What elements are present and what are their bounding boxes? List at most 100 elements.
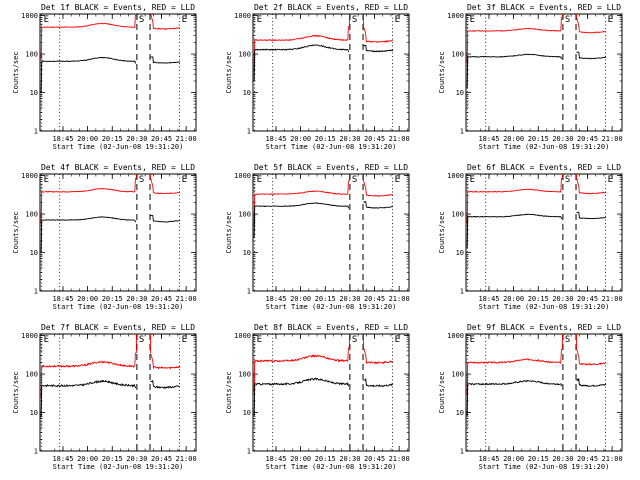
y-tick-label: 1000 bbox=[21, 332, 38, 340]
x-tick-label: 20:00 bbox=[290, 295, 311, 303]
events-series-line bbox=[363, 201, 393, 209]
y-tick-label: 1000 bbox=[21, 12, 38, 20]
x-axis-label: Start Time (02-Jun-08 19:31:20) bbox=[266, 303, 397, 311]
event-marker-label: E bbox=[44, 15, 49, 25]
lld-series-line bbox=[150, 13, 180, 30]
x-tick-label: 18:45 bbox=[478, 295, 499, 303]
x-tick-label: 20:30 bbox=[339, 455, 360, 463]
events-series-line bbox=[363, 377, 393, 388]
x-tick-label: 21:00 bbox=[389, 295, 410, 303]
events-series-line bbox=[466, 213, 562, 249]
events-series-line bbox=[576, 51, 607, 60]
event-marker-label: E bbox=[182, 15, 187, 25]
events-series-line bbox=[40, 379, 136, 418]
lld-series-line bbox=[150, 353, 181, 370]
y-tick-label: 1000 bbox=[447, 172, 464, 180]
panel-chart: Det 8f BLACK = Events, RED = LLD 1 10 100 10… bbox=[225, 323, 410, 471]
y-tick-label: 1 bbox=[247, 288, 251, 296]
event-marker-label: E bbox=[608, 335, 613, 345]
y-axis-label: Counts/sec bbox=[438, 211, 446, 253]
event-marker-label: E bbox=[257, 175, 262, 185]
x-tick-label: 20:15 bbox=[528, 455, 549, 463]
x-tick-label: 20:15 bbox=[102, 135, 123, 143]
y-tick-label: 10 bbox=[456, 89, 464, 97]
x-axis-label: Start Time (02-Jun-08 19:31:20) bbox=[53, 463, 184, 471]
x-tick-label: 20:00 bbox=[290, 455, 311, 463]
y-tick-label: 100 bbox=[451, 51, 464, 59]
x-tick-label: 20:30 bbox=[552, 135, 573, 143]
x-axis-label: Start Time (02-Jun-08 19:31:20) bbox=[266, 143, 397, 151]
panel-title: Det 5f BLACK = Events, RED = LLD bbox=[254, 163, 408, 172]
lld-series-line bbox=[576, 17, 606, 34]
lld-series-line bbox=[363, 180, 394, 197]
events-series-line bbox=[150, 379, 181, 389]
event-marker-label: S bbox=[565, 15, 570, 25]
x-tick-label: 20:30 bbox=[339, 295, 360, 303]
events-series-line bbox=[150, 214, 180, 223]
event-marker-label: E bbox=[44, 175, 49, 185]
lld-series-line bbox=[150, 178, 181, 195]
event-marker-label: S bbox=[565, 335, 570, 345]
events-series-line bbox=[150, 56, 181, 64]
y-tick-label: 1 bbox=[460, 288, 464, 296]
events-series-line bbox=[576, 377, 607, 387]
x-tick-label: 20:15 bbox=[102, 295, 123, 303]
y-tick-label: 1000 bbox=[447, 332, 464, 340]
x-tick-label: 20:00 bbox=[290, 135, 311, 143]
plot-frame bbox=[39, 333, 197, 452]
y-tick-label: 100 bbox=[451, 211, 464, 219]
events-series-line bbox=[40, 216, 136, 252]
x-tick-label: 20:30 bbox=[126, 295, 147, 303]
panel-title: Det 4f BLACK = Events, RED = LLD bbox=[41, 163, 195, 172]
y-tick-label: 1 bbox=[34, 128, 38, 136]
plot-frame bbox=[252, 333, 410, 452]
plot-frame bbox=[39, 13, 197, 132]
lld-series-line bbox=[253, 180, 349, 226]
plot-frame bbox=[252, 173, 410, 292]
x-tick-label: 20:45 bbox=[364, 295, 385, 303]
events-series-line bbox=[253, 202, 349, 238]
lld-series-line bbox=[253, 347, 349, 393]
x-axis-label: Start Time (02-Jun-08 19:31:20) bbox=[53, 303, 184, 311]
event-marker-label: E bbox=[470, 15, 475, 25]
event-marker-label: E bbox=[257, 15, 262, 25]
y-axis-label: Counts/sec bbox=[12, 211, 20, 253]
y-tick-label: 10 bbox=[243, 89, 251, 97]
plot-frame bbox=[252, 13, 410, 132]
y-tick-label: 100 bbox=[451, 371, 464, 379]
x-tick-label: 20:30 bbox=[552, 455, 573, 463]
plot-panel: Det 4f BLACK = Events, RED = LLD 1 10 100 10… bbox=[0, 160, 213, 320]
event-marker-label: E bbox=[470, 335, 475, 345]
x-tick-label: 20:00 bbox=[503, 135, 524, 143]
event-marker-label: S bbox=[352, 175, 357, 185]
x-tick-label: 21:00 bbox=[389, 135, 410, 143]
x-tick-label: 20:30 bbox=[126, 455, 147, 463]
y-axis-label: Counts/sec bbox=[225, 211, 233, 253]
x-tick-label: 20:15 bbox=[315, 455, 336, 463]
x-tick-label: 20:15 bbox=[528, 135, 549, 143]
y-tick-label: 100 bbox=[25, 51, 38, 59]
y-tick-label: 10 bbox=[30, 409, 38, 417]
lld-series-line bbox=[40, 13, 136, 59]
x-axis-label: Start Time (02-Jun-08 19:31:20) bbox=[53, 143, 184, 151]
x-tick-label: 21:00 bbox=[176, 295, 197, 303]
y-tick-label: 1000 bbox=[21, 172, 38, 180]
event-marker-label: E bbox=[470, 175, 475, 185]
lld-series-line bbox=[466, 17, 562, 63]
event-marker-label: E bbox=[182, 335, 187, 345]
x-tick-label: 18:45 bbox=[52, 455, 73, 463]
event-marker-label: E bbox=[608, 15, 613, 25]
lld-series-line bbox=[466, 178, 562, 224]
x-tick-label: 21:00 bbox=[602, 135, 623, 143]
x-tick-label: 20:45 bbox=[577, 295, 598, 303]
events-series-line bbox=[40, 56, 136, 93]
y-tick-label: 1 bbox=[460, 448, 464, 456]
plot-frame bbox=[465, 333, 623, 452]
x-tick-label: 20:45 bbox=[151, 295, 172, 303]
events-series-line bbox=[466, 379, 562, 416]
y-tick-label: 10 bbox=[456, 249, 464, 257]
x-tick-label: 18:45 bbox=[265, 455, 286, 463]
plot-panel: Det 6f BLACK = Events, RED = LLD 1 10 100 10… bbox=[426, 160, 639, 320]
y-tick-label: 10 bbox=[30, 89, 38, 97]
